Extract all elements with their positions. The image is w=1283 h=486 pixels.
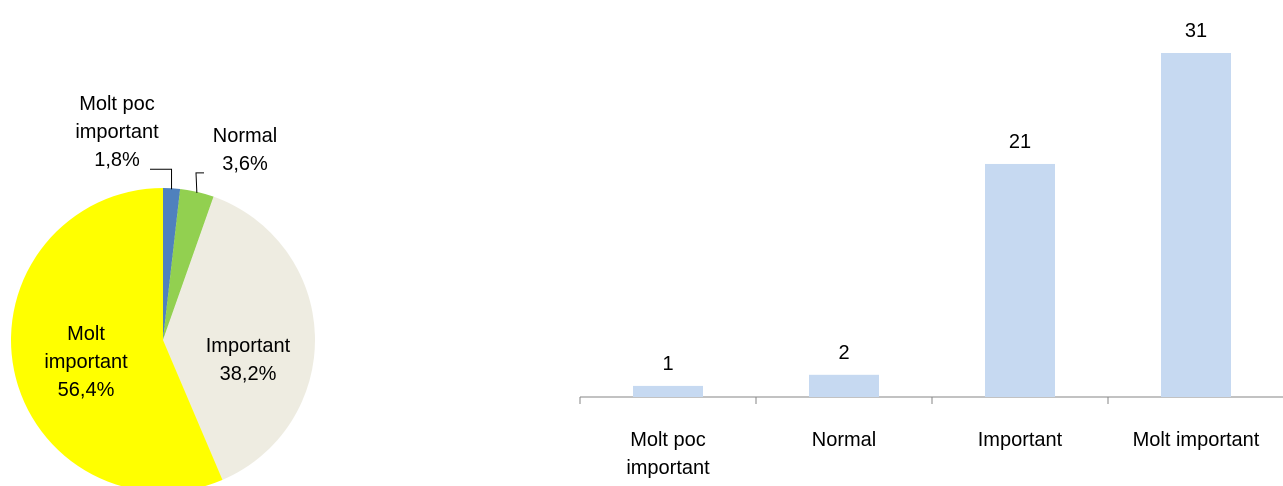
bar-data-label-molt-important: 31: [1185, 20, 1207, 42]
pie-label-molt-poc-important: important: [75, 121, 159, 143]
pie-label-molt-poc-important: Molt poc: [79, 93, 155, 115]
bar-data-label-normal: 2: [838, 342, 849, 364]
pie-label-important: Important: [206, 335, 291, 357]
pie-slice-normal: [163, 188, 214, 340]
x-tick-label-normal: Normal: [812, 429, 876, 451]
bar-molt-poc-important: [633, 385, 703, 397]
pie-slice-molt-important: [11, 188, 223, 486]
pie-label-normal: 3,6%: [222, 153, 268, 175]
pie-label-molt-important: important: [44, 351, 128, 373]
pie-label-molt-poc-important: 1,8%: [94, 149, 140, 171]
pie-chart: Molt poc important 1,8% Normal 3,6% Important…: [11, 93, 316, 486]
bar-data-label-molt-poc-important: 1: [662, 353, 673, 375]
x-tick-label-important: Important: [978, 429, 1063, 451]
x-tick-label-molt-poc-important: important: [626, 457, 710, 479]
bar-chart: 1 Molt poc important 2 Normal 21 Important 31 Mo…: [579, 20, 1283, 479]
x-tick-label-molt-poc-important: Molt poc: [630, 429, 706, 451]
pie-label-normal: Normal: [213, 125, 277, 147]
x-tick-label-molt-important: Molt important: [1133, 429, 1260, 451]
pie-slice-important: [163, 196, 316, 480]
pie-label-molt-important: Molt: [67, 323, 105, 345]
pie-label-important: 38,2%: [220, 363, 277, 385]
pie-leader-line-molt-poc-important: [150, 168, 173, 190]
bar-data-label-important: 21: [1009, 131, 1031, 153]
bar-important: [985, 163, 1055, 397]
bar-normal: [809, 374, 879, 397]
pie-label-molt-important: 56,4%: [58, 379, 115, 401]
bar-molt-important: [1161, 53, 1231, 397]
pie-leader-line-normal: [195, 172, 204, 193]
pie-slice-molt-poc-important: [163, 188, 181, 340]
